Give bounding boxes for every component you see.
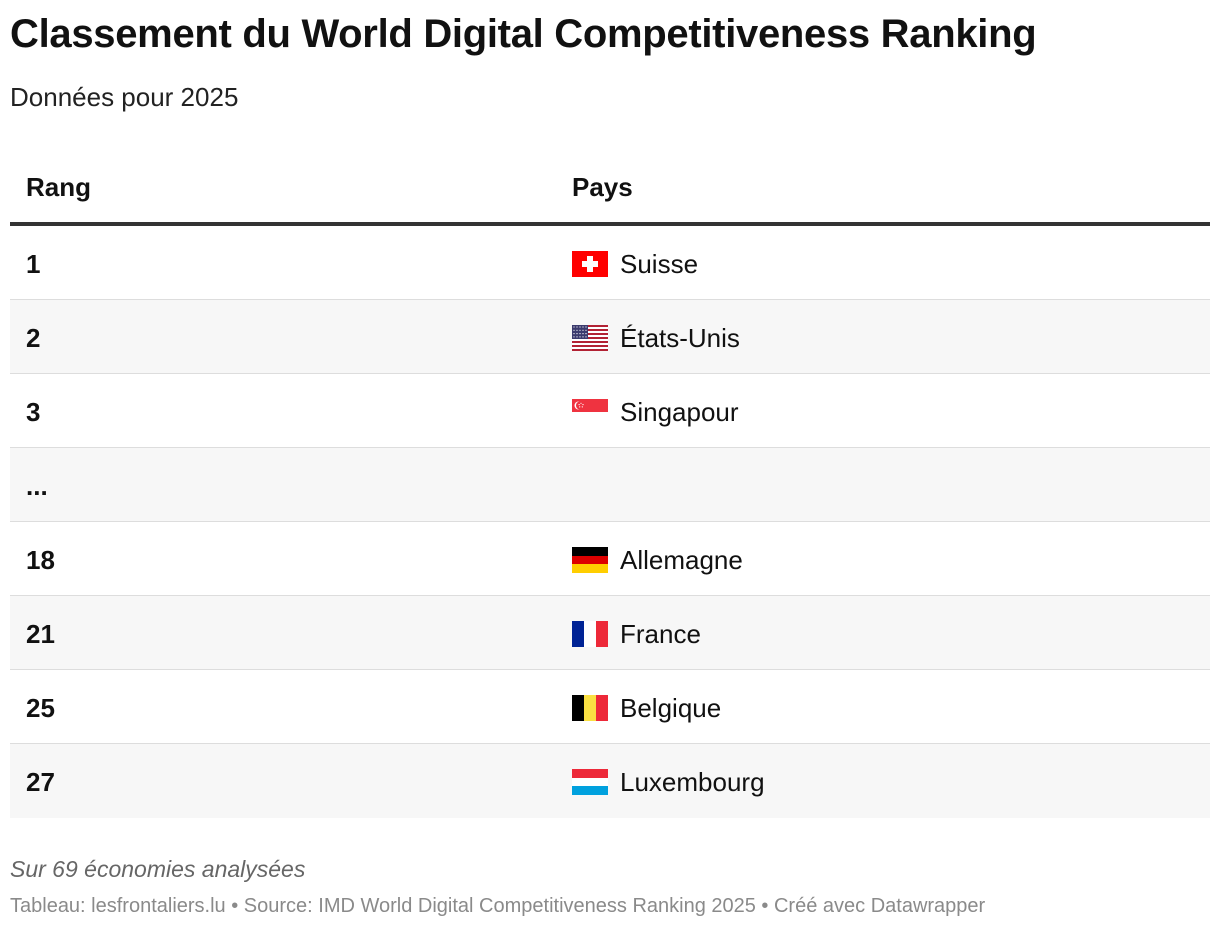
country-cell: Suisse: [572, 249, 698, 279]
rank-cell: 25: [26, 693, 55, 723]
table-note: Sur 69 économies analysées: [10, 856, 306, 882]
country-cell: France: [572, 619, 701, 649]
country-cell: Luxembourg: [572, 767, 765, 797]
country-name: États-Unis: [620, 322, 740, 353]
country-name: Luxembourg: [620, 766, 765, 797]
luxembourg-flag-icon: [572, 769, 608, 795]
table-row: 25 Belgique: [10, 670, 1210, 744]
country-cell: Belgique: [572, 693, 721, 723]
france-flag-icon: [572, 621, 608, 647]
country-name: Suisse: [620, 248, 699, 279]
table-row: ...: [10, 448, 1210, 522]
table-header: Rang Pays: [10, 150, 1210, 226]
column-header-country[interactable]: Pays: [572, 172, 633, 202]
country-name: Singapour: [620, 396, 739, 427]
country-name: France: [620, 618, 701, 649]
usa-flag-icon: [572, 325, 608, 351]
table-row: 27 Luxembourg: [10, 744, 1210, 818]
rank-cell: 27: [26, 767, 55, 797]
country-cell: Singapour: [572, 397, 739, 427]
rank-cell: 1: [26, 249, 41, 279]
switzerland-flag-icon: [572, 251, 608, 277]
rank-cell: 18: [26, 545, 55, 575]
page-subtitle: Données pour 2025: [10, 82, 239, 112]
table-body: 1 Suisse 2 États-Unis 3 Singapour... 18 Allemag…: [10, 226, 1210, 818]
rank-cell: ...: [26, 471, 48, 501]
ranking-table: Rang Pays 1 Suisse 2 États-Unis 3 Singapour..…: [10, 150, 1210, 818]
rank-cell: 3: [26, 397, 41, 427]
table-row: 1 Suisse: [10, 226, 1210, 300]
column-header-rank[interactable]: Rang: [26, 172, 91, 202]
country-name: Allemagne: [620, 544, 743, 575]
country-cell: États-Unis: [572, 323, 740, 353]
country-cell: Allemagne: [572, 545, 743, 575]
country-name: Belgique: [620, 692, 722, 723]
table-row: 3 Singapour: [10, 374, 1210, 448]
table-row: 2 États-Unis: [10, 300, 1210, 374]
page-title: Classement du World Digital Competitiven…: [10, 12, 1037, 56]
germany-flag-icon: [572, 547, 608, 573]
table-row: 21 France: [10, 596, 1210, 670]
belgium-flag-icon: [572, 695, 608, 721]
table-footer: Tableau: lesfrontaliers.lu • Source: IMD…: [10, 895, 986, 917]
rank-cell: 21: [26, 619, 55, 649]
table-row: 18 Allemagne: [10, 522, 1210, 596]
rank-cell: 2: [26, 323, 41, 353]
singapore-flag-icon: [572, 399, 608, 425]
